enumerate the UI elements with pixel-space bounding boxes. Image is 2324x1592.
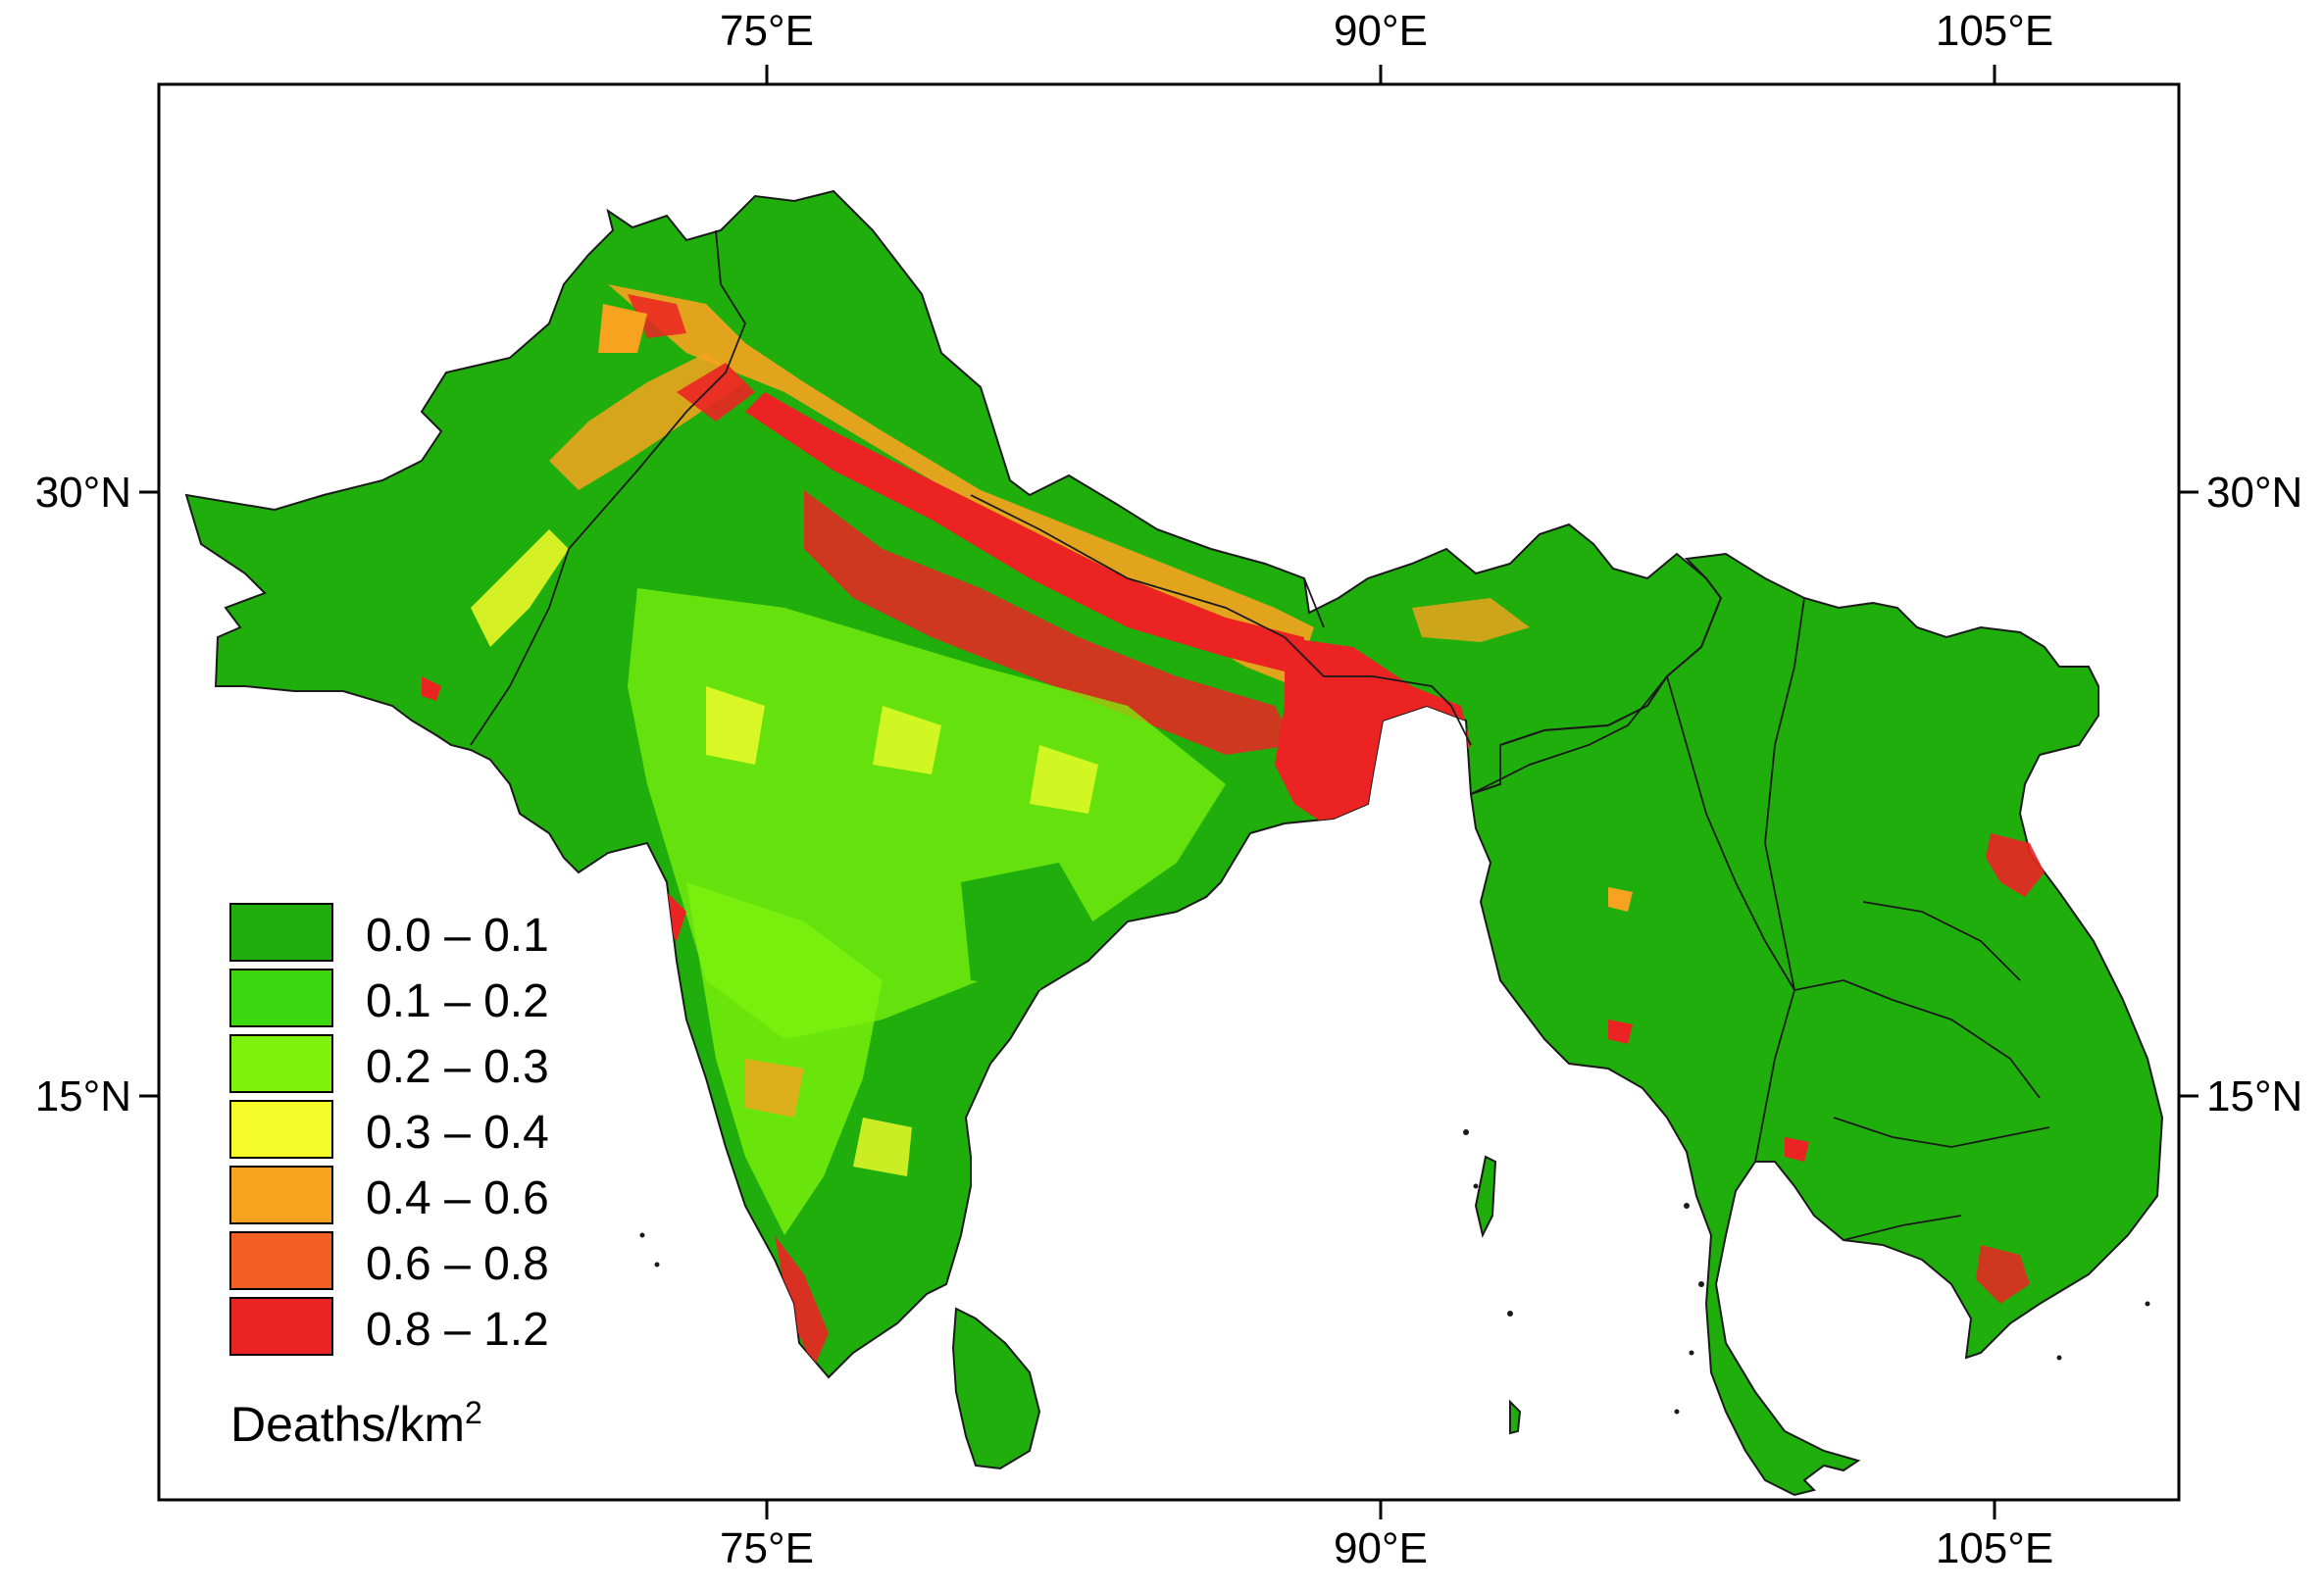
legend-label-3: 0.3 – 0.4: [366, 1107, 549, 1159]
lat-tick-left-15: 15°N: [35, 1072, 131, 1120]
landmass-nicobar-islands: [1509, 1399, 1522, 1435]
legend-title-superscript: 2: [465, 1395, 482, 1430]
legend-label-5: 0.6 – 0.8: [366, 1238, 549, 1290]
hotspot-mandalay: [1608, 887, 1633, 912]
hotspot-red-river-delta: [1986, 833, 2045, 897]
lat-tick-left-30: 30°N: [35, 469, 131, 517]
hotspot-bangkok: [1785, 1137, 1809, 1162]
lon-tick-bottom-105: 105°E: [1936, 1524, 2053, 1572]
legend-label-6: 0.8 – 1.2: [366, 1304, 549, 1356]
legend-swatch-4: [229, 1166, 333, 1224]
landmass-sri-lanka: [951, 1307, 1041, 1470]
legend-label-1: 0.1 – 0.2: [366, 975, 549, 1027]
legend-swatch-5: [229, 1231, 333, 1290]
hotspot-assam: [1412, 598, 1530, 642]
tick-marks: [139, 65, 2198, 1519]
small-islands: [639, 1129, 2150, 1415]
legend-swatch-3: [229, 1100, 333, 1159]
landmass-andaman-islands: [1474, 1155, 1497, 1238]
legend-swatch-1: [229, 969, 333, 1027]
hotspot-yangon: [1608, 1020, 1633, 1044]
hotspot-mekong-delta: [1976, 1245, 2030, 1304]
legend-label-0: 0.0 – 0.1: [366, 910, 549, 962]
lat-tick-right-30: 30°N: [2206, 469, 2302, 517]
lon-tick-top-90: 90°E: [1334, 7, 1428, 55]
country-borders: [470, 229, 2050, 1241]
lon-tick-bottom-90: 90°E: [1334, 1524, 1428, 1572]
map-area[interactable]: [184, 189, 2164, 1497]
legend-swatch-2: [229, 1034, 333, 1093]
legend-title-text: Deaths/km: [230, 1397, 465, 1452]
legend: 0.0 – 0.1 0.1 – 0.2 0.2 – 0.3 0.3 – 0.4 0.4 …: [229, 903, 549, 1356]
lon-tick-top-75: 75°E: [720, 7, 814, 55]
legend-label-2: 0.2 – 0.3: [366, 1041, 549, 1093]
lon-tick-bottom-75: 75°E: [720, 1524, 814, 1572]
legend-label-4: 0.4 – 0.6: [366, 1172, 549, 1224]
legend-swatch-0: [229, 903, 333, 962]
legend-title: Deaths/km2: [230, 1395, 482, 1452]
legend-swatch-6: [229, 1297, 333, 1356]
lat-tick-right-15: 15°N: [2206, 1072, 2302, 1120]
mortality-heat-overlay: [422, 284, 1471, 1368]
lon-tick-top-105: 105°E: [1936, 7, 2053, 55]
